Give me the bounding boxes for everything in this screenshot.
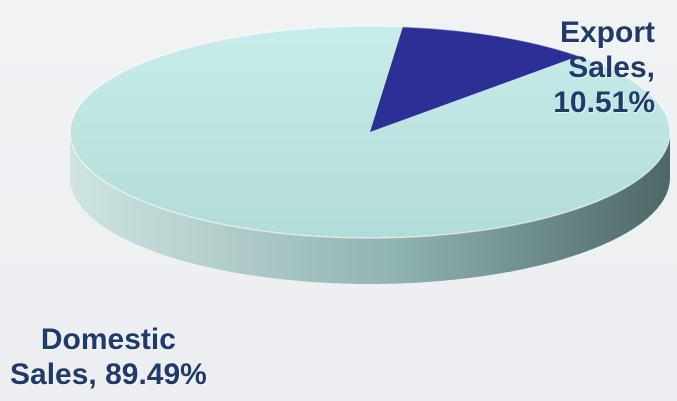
pie-top-face <box>69 25 671 239</box>
pie-rim-highlight <box>69 25 671 239</box>
pie-slice-domestic <box>69 25 670 238</box>
pie-side-wall <box>70 132 670 284</box>
pie-side-face <box>70 132 670 284</box>
data-label-export-line-3: 10.51% <box>553 86 655 119</box>
data-label-domestic: Domestic Sales, 89.49% <box>10 322 207 392</box>
data-label-export-line-1: Export <box>559 16 655 49</box>
data-label-domestic-line-2: Sales, 89.49% <box>10 358 207 391</box>
data-label-domestic-line-1: Domestic <box>40 323 176 356</box>
pie-slice-export <box>370 26 579 132</box>
data-label-export-line-2: Sales, <box>568 51 655 84</box>
data-label-export: Export Sales, 10.51% <box>553 15 655 120</box>
